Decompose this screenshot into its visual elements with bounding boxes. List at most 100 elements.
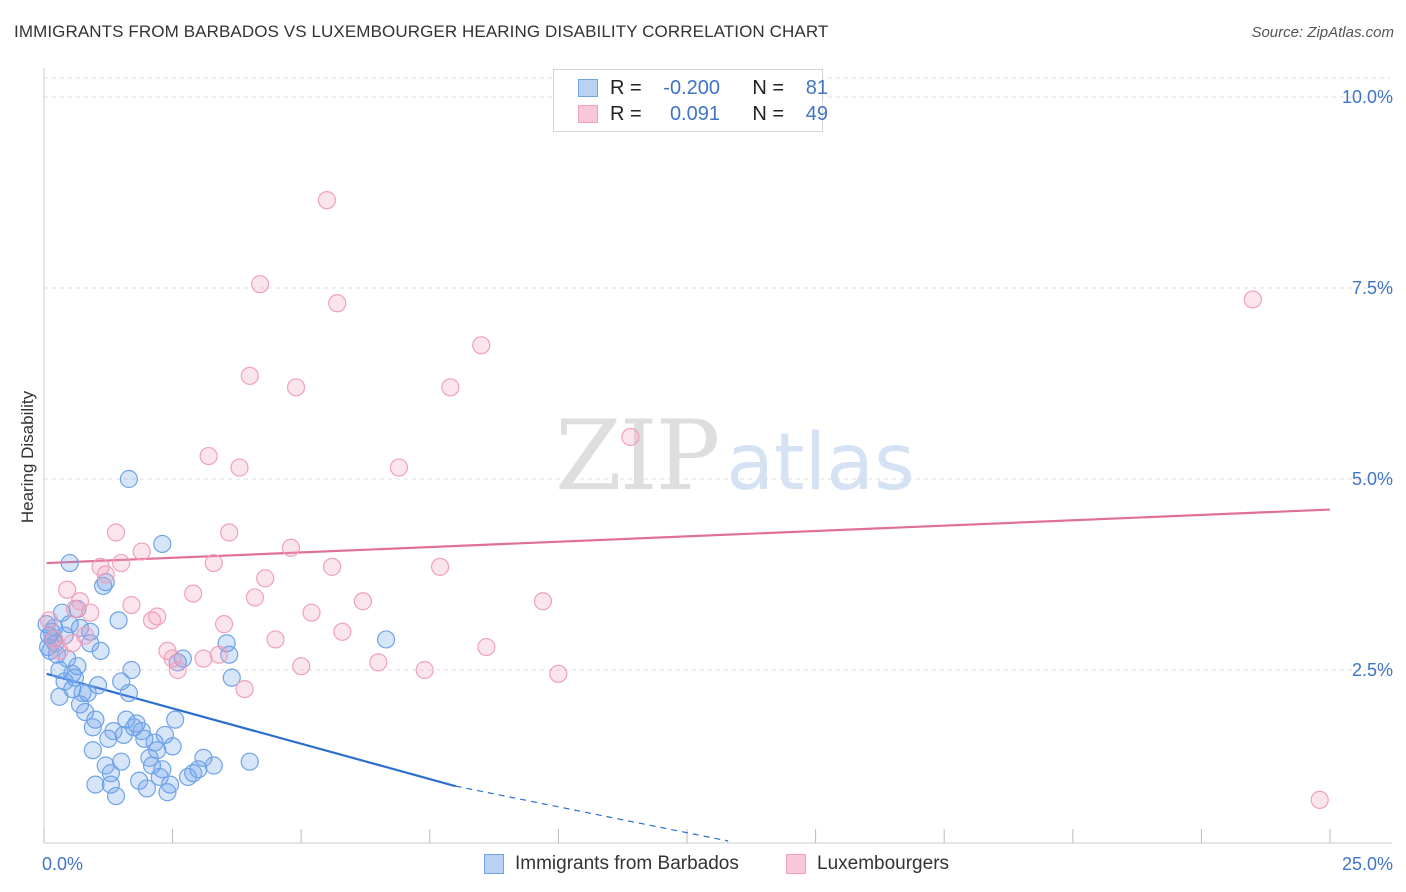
point-luxembourgers	[322, 557, 342, 576]
y-axis-label: Hearing Disability	[18, 390, 37, 523]
point-barbados	[119, 469, 138, 489]
bottom-legend-swatch-pink	[786, 854, 806, 874]
point-luxembourgers	[302, 603, 321, 622]
point-luxembourgers	[240, 366, 259, 385]
point-barbados	[109, 611, 128, 630]
point-barbados	[65, 668, 84, 687]
point-barbados	[122, 660, 141, 680]
legend-r-label: R =	[610, 76, 642, 99]
point-luxembourgers	[266, 630, 285, 649]
point-luxembourgers	[533, 592, 553, 611]
point-barbados	[86, 710, 105, 729]
point-luxembourgers	[389, 458, 409, 477]
bottom-legend-barbados: Immigrants from Barbados	[484, 852, 739, 876]
point-barbados	[194, 748, 213, 767]
point-barbados	[173, 649, 192, 668]
point-luxembourgers	[621, 427, 640, 447]
legend-row-luxembourgers: R = 0.091 N = 49	[578, 102, 828, 126]
point-barbados	[189, 760, 208, 779]
y-tick-label: 5.0%	[1352, 469, 1393, 489]
point-luxembourgers	[40, 611, 59, 630]
point-luxembourgers	[1243, 290, 1262, 309]
legend-r-label: R =	[610, 102, 642, 125]
bottom-legend-swatch-blue	[484, 854, 504, 874]
legend-row-barbados: R = -0.200 N = 81	[578, 76, 828, 100]
legend-r-value: -0.200	[663, 76, 720, 99]
y-tick-label: 2.5%	[1352, 660, 1393, 680]
point-barbados	[376, 630, 396, 649]
point-luxembourgers	[184, 584, 203, 603]
point-barbados	[68, 657, 87, 676]
point-barbados	[153, 760, 172, 779]
point-luxembourgers	[163, 649, 182, 668]
point-barbados	[63, 679, 82, 699]
point-barbados	[148, 741, 167, 760]
legend-n-value: 81	[805, 76, 828, 99]
point-luxembourgers	[132, 542, 151, 561]
point-barbados	[91, 641, 110, 661]
point-barbados	[160, 775, 180, 794]
point-luxembourgers	[369, 653, 388, 672]
point-luxembourgers	[194, 649, 213, 668]
point-barbados	[137, 779, 156, 798]
trend-line-barbados	[46, 672, 456, 788]
point-luxembourgers	[281, 538, 301, 557]
point-barbados	[163, 737, 182, 756]
point-barbados	[60, 553, 79, 573]
point-luxembourgers	[549, 664, 568, 683]
watermark: ZIP atlas	[555, 400, 915, 512]
point-luxembourgers	[220, 523, 239, 542]
point-barbados	[88, 676, 108, 695]
point-barbados	[114, 725, 133, 745]
point-luxembourgers	[96, 565, 115, 584]
point-luxembourgers	[441, 378, 460, 397]
point-barbados	[204, 756, 223, 775]
point-luxembourgers	[45, 630, 64, 649]
axis-labels: 2.5% 5.0% 7.5% 10.0% 0.0% 25.0% Hearing Disabi…	[18, 87, 1393, 874]
point-luxembourgers	[472, 336, 491, 355]
data-points	[37, 191, 1329, 809]
point-barbados	[106, 786, 126, 806]
point-luxembourgers	[333, 622, 352, 641]
point-luxembourgers	[477, 637, 496, 657]
legend-swatch-blue	[578, 79, 598, 97]
bottom-legend-luxembourgers: Luxembourgers	[786, 852, 949, 876]
point-barbados	[104, 722, 123, 741]
point-barbados	[78, 683, 97, 703]
point-barbados	[86, 775, 105, 794]
x-tick-label-start: 0.0%	[42, 854, 83, 874]
point-luxembourgers	[1310, 790, 1329, 809]
point-barbados	[130, 771, 149, 790]
point-luxembourgers	[230, 458, 249, 477]
legend-swatch-pink	[578, 105, 598, 123]
point-luxembourgers	[250, 275, 270, 294]
point-luxembourgers	[209, 645, 228, 664]
point-luxembourgers	[214, 615, 234, 634]
stats-legend: R = -0.200 N = 81 R = 0.091 N = 49	[553, 69, 828, 132]
legend-n-label: N =	[752, 102, 784, 125]
point-luxembourgers	[148, 607, 167, 626]
point-barbados	[76, 702, 95, 722]
point-luxembourgers	[292, 657, 311, 676]
point-luxembourgers	[199, 446, 218, 466]
point-luxembourgers	[204, 553, 223, 573]
legend-n-value: 49	[805, 102, 828, 125]
point-luxembourgers	[122, 595, 141, 615]
trend-lines	[46, 508, 1331, 842]
point-barbados	[55, 672, 74, 691]
point-luxembourgers	[256, 569, 275, 588]
point-luxembourgers	[328, 294, 347, 313]
legend-n-label: N =	[752, 76, 784, 99]
trend-line-luxembourgers	[46, 508, 1331, 565]
point-luxembourgers	[168, 660, 187, 680]
point-luxembourgers	[81, 603, 100, 622]
y-tick-label: 7.5%	[1352, 278, 1393, 298]
point-barbados	[135, 729, 154, 748]
point-luxembourgers	[353, 592, 373, 611]
point-luxembourgers	[415, 660, 434, 680]
point-barbados	[117, 710, 136, 729]
point-barbados	[153, 534, 172, 554]
point-barbados	[112, 752, 131, 771]
point-luxembourgers	[235, 679, 254, 699]
